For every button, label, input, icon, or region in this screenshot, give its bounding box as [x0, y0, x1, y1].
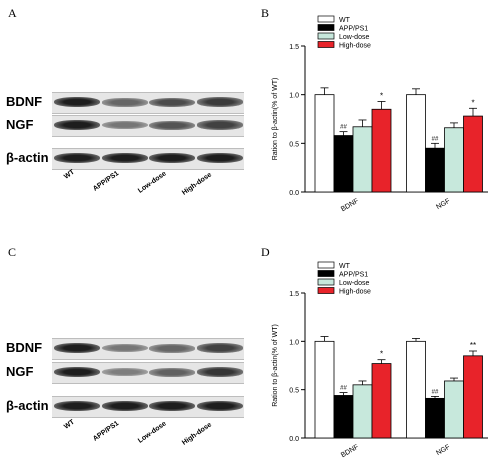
blot-band: [54, 97, 100, 107]
bar: [314, 94, 335, 193]
bar: [333, 135, 354, 193]
blot-strip: [52, 148, 244, 170]
blot-band: [196, 120, 243, 130]
western-blot-bottom: BDNF NGF β-actin WT APP/PS1 Low-dose High-dose: [6, 338, 244, 447]
y-tick-label: 0.5: [289, 388, 299, 395]
bar: [371, 108, 392, 193]
significance-mark: ##: [340, 125, 347, 131]
y-tick-label: 1.5: [289, 44, 299, 51]
blot-band: [149, 153, 195, 163]
bar: [444, 127, 464, 193]
y-axis-label: Ration to β-actin(% of WT): [272, 324, 279, 407]
legend-swatch: [317, 15, 335, 23]
significance-mark: *: [471, 98, 474, 107]
blot-band: [54, 367, 100, 377]
legend-label: WT: [339, 17, 351, 24]
bar: [463, 115, 483, 193]
blot-band: [101, 153, 148, 163]
legend-swatch: [317, 41, 335, 48]
blot-row-label: BDNF: [6, 340, 43, 355]
bar: [406, 340, 426, 439]
blot-band: [101, 368, 148, 377]
significance-mark: ##: [340, 386, 347, 392]
blot-row-label: β-actin: [6, 398, 49, 413]
blot-band: [196, 401, 243, 411]
panel-letter-c: C: [8, 245, 17, 259]
blot-band: [149, 97, 195, 107]
blot-strip: [52, 338, 244, 360]
bar: [425, 147, 445, 193]
bar: [406, 94, 426, 193]
bar: [333, 395, 354, 439]
blot-band: [101, 121, 148, 130]
legend-label: High-dose: [339, 289, 371, 296]
legend-label: APP/PS1: [339, 26, 368, 33]
legend-swatch: [317, 278, 335, 286]
panel-letter-b: B: [261, 6, 270, 20]
significance-mark: ##: [432, 136, 439, 142]
y-tick-label: 1.5: [289, 291, 299, 298]
blot-band: [54, 401, 100, 411]
blot-band: [101, 401, 148, 411]
x-category-label: NGF: [435, 198, 451, 211]
y-tick-label: 0.0: [289, 190, 299, 197]
blot-band: [54, 153, 100, 163]
blot-row-label: BDNF: [6, 94, 43, 109]
significance-mark: **: [470, 341, 476, 350]
significance-mark: *: [380, 91, 383, 100]
blot-strip: [52, 92, 244, 114]
significance-mark: ##: [432, 389, 439, 395]
x-category-label: NGF: [435, 444, 451, 457]
blot-strip: [52, 362, 244, 384]
blot-band: [149, 120, 195, 130]
panel-letter-d: D: [261, 245, 270, 259]
blot-band: [101, 97, 148, 107]
blot-row-label: β-actin: [6, 150, 49, 165]
blot-band: [196, 153, 243, 163]
bar: [463, 355, 483, 439]
blot-band: [149, 401, 195, 411]
bar: [352, 384, 373, 439]
legend-label: WT: [339, 263, 351, 270]
significance-mark: *: [380, 350, 383, 359]
legend-label: Low-dose: [339, 280, 369, 287]
bar: [371, 363, 392, 439]
blot-row-label: NGF: [6, 364, 34, 379]
legend-swatch: [317, 32, 335, 40]
blot-band: [196, 367, 243, 377]
panel-letter-a: A: [8, 6, 17, 20]
blot-strip: [52, 115, 244, 137]
blot-band: [196, 343, 243, 353]
legend-swatch: [317, 261, 335, 269]
blot-band: [196, 97, 243, 107]
blot-band: [101, 344, 148, 353]
x-category-label: BDNF: [340, 198, 360, 214]
legend-swatch: [317, 287, 335, 294]
blot-band: [54, 343, 100, 353]
x-category-label: BDNF: [340, 444, 360, 460]
blot-row-label: NGF: [6, 117, 34, 132]
western-blot-top: BDNF NGF β-actin WT APP/PS1 Low-dose High-dose: [0, 0, 250, 240]
blot-band: [54, 120, 100, 130]
y-axis-label: Ration to β-actin(% of WT): [272, 78, 279, 161]
blot-band: [149, 367, 195, 377]
blot-band: [149, 343, 195, 353]
y-tick-label: 1.0: [289, 339, 299, 346]
legend-label: Low-dose: [339, 34, 369, 41]
bar: [444, 380, 464, 439]
bar: [425, 397, 445, 439]
legend-swatch: [317, 24, 335, 31]
legend-swatch: [317, 270, 335, 277]
y-tick-label: 0.0: [289, 436, 299, 443]
bar: [314, 340, 335, 439]
y-tick-label: 1.0: [289, 93, 299, 100]
legend-label: APP/PS1: [339, 272, 368, 279]
blot-strip: [52, 396, 244, 418]
legend-label: High-dose: [339, 43, 371, 50]
bar: [352, 126, 373, 193]
y-tick-label: 0.5: [289, 141, 299, 148]
